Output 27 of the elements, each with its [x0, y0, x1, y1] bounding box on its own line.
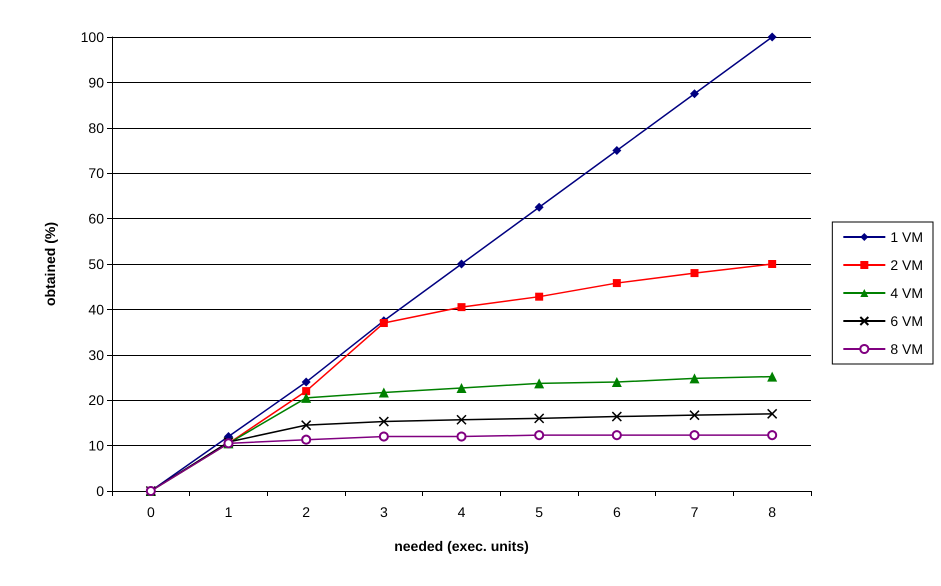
legend-label: 6 VM	[890, 313, 924, 329]
x-axis-title: needed (exec. units)	[394, 538, 529, 554]
y-tick-label: 100	[80, 29, 104, 45]
y-tick-label: 80	[88, 120, 104, 136]
x-tick-label: 5	[535, 504, 544, 520]
x-tick-label: 8	[768, 504, 776, 520]
y-tick-label: 40	[88, 301, 104, 318]
y-axis-title: obtained (%)	[42, 222, 58, 306]
y-tick-label: 0	[96, 483, 104, 499]
y-tick-label: 60	[88, 210, 104, 227]
x-tick-label: 2	[302, 504, 310, 520]
x-tick-label: 4	[458, 504, 466, 520]
y-tick-label: 30	[88, 346, 104, 363]
y-tick-label: 20	[88, 392, 104, 408]
y-tick-label: 10	[88, 438, 104, 454]
x-tick-label: 6	[612, 504, 621, 520]
x-tick-label: 1	[224, 504, 233, 520]
legend-label: 1 VM	[890, 229, 924, 245]
y-tick-label: 70	[88, 165, 104, 182]
x-tick-label: 3	[380, 504, 388, 520]
y-tick-label: 90	[88, 74, 104, 90]
y-tick-label: 50	[88, 256, 104, 272]
legend-label: 2 VM	[890, 257, 924, 273]
x-tick-label: 0	[146, 504, 155, 520]
legend-label: 4 VM	[890, 285, 924, 301]
x-tick-label: 7	[690, 504, 699, 520]
legend-label: 8 VM	[890, 341, 924, 357]
